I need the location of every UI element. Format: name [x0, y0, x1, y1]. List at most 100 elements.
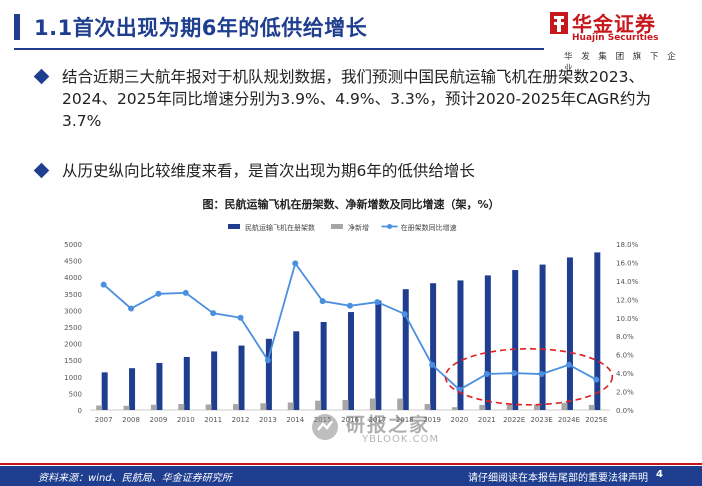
bullet-point: 结合近期三大航年报对于机队规划数据，我们预测中国民航运输飞机在册架数2023、2… — [33, 66, 676, 136]
y-tick-label-right: 10.0% — [616, 315, 639, 323]
net-add-bar — [451, 407, 458, 410]
chart-title: 图：民航运输飞机在册架数、净新增数及同比增速（架，%） — [202, 198, 500, 211]
diamond-bullet-icon — [33, 68, 50, 85]
legend-swatch — [331, 224, 343, 229]
y-tick-label-right: 8.0% — [616, 333, 634, 341]
fleet-bar — [348, 312, 354, 410]
legend-label: 净新增 — [348, 223, 369, 232]
x-tick-label: 2012 — [232, 416, 250, 424]
x-tick-label: 2007 — [95, 416, 113, 424]
y-tick-label-left: 2500 — [64, 324, 82, 332]
growth-point — [100, 281, 107, 288]
title-underline — [14, 48, 544, 50]
y-tick-label-left: 2000 — [64, 341, 82, 349]
growth-point — [565, 361, 572, 368]
watermark: 研报之家 YBLOOK.COM — [310, 410, 460, 460]
y-tick-label-left: 500 — [69, 390, 82, 398]
growth-point — [401, 311, 408, 318]
net-add-bar — [369, 398, 376, 410]
fleet-bar — [512, 270, 519, 410]
fleet-bar — [320, 322, 327, 410]
x-tick-label: 2013 — [259, 416, 277, 424]
y-tick-label-left: 4000 — [64, 274, 82, 282]
x-tick-label: 2025E — [585, 416, 607, 424]
net-add-bar — [506, 404, 513, 410]
x-tick-label: 2023E — [530, 416, 552, 424]
growth-point — [538, 371, 545, 378]
fleet-bar — [129, 368, 136, 410]
growth-point — [347, 302, 353, 309]
growth-point — [483, 371, 490, 378]
fleet-chart: 民航运输飞机在册架数 净新增 在册架数同比增速 0 500 1000 1500 2000 25… — [64, 223, 639, 424]
growth-point — [511, 370, 518, 377]
net-add-bar — [315, 400, 322, 410]
watermark-url: YBLOOK.COM — [362, 434, 440, 445]
y-tick-label-right: 16.0% — [616, 259, 639, 267]
fleet-bar — [375, 300, 382, 410]
logo-name-cn: 华金证券 — [572, 12, 656, 36]
y-tick-label-right: 14.0% — [616, 278, 639, 286]
x-tick-label: 2017 — [368, 416, 386, 424]
logo-icon — [550, 12, 568, 34]
growth-point — [237, 314, 244, 321]
watermark-text: 研报之家 — [346, 414, 431, 436]
y-tick-label-left: 1500 — [64, 357, 82, 365]
title-accent-bar — [14, 14, 20, 40]
net-add-bar — [287, 402, 294, 410]
y-tick-label-left: 0 — [78, 407, 82, 415]
net-add-bar — [561, 402, 568, 410]
x-tick-label: 2022E — [503, 416, 525, 424]
net-add-bar — [96, 405, 103, 410]
net-add-bar — [178, 404, 185, 410]
growth-point — [593, 376, 600, 383]
net-add-bar — [342, 400, 349, 410]
fleet-bar — [293, 331, 300, 410]
fleet-bar — [457, 280, 464, 410]
brand-logo: 华金证券 Huajin Securities 华 发 集 团 旗 下 企 业 — [548, 6, 688, 74]
right-axis: 0.0% 2.0% 4.0% 6.0% 8.0% 10.0% 12.0% 14.0% 16.0%… — [616, 241, 639, 415]
y-tick-label-left: 3500 — [64, 291, 82, 299]
fleet-bar — [211, 351, 218, 410]
growth-point — [319, 298, 326, 305]
watermark-icon — [312, 414, 338, 440]
x-tick-label: 2010 — [177, 416, 195, 424]
x-tick-label: 2011 — [204, 416, 222, 424]
y-tick-label-right: 6.0% — [616, 352, 634, 360]
legend-label: 民航运输飞机在册架数 — [245, 223, 315, 232]
net-add-bar — [588, 404, 595, 410]
fleet-bar — [566, 257, 573, 410]
y-tick-label-right: 18.0% — [616, 241, 639, 249]
x-tick-label: 2018 — [396, 416, 414, 424]
y-tick-label-left: 5000 — [64, 241, 82, 249]
growth-point — [155, 290, 162, 297]
fleet-bar — [156, 362, 163, 410]
logo-tagline: 华 发 集 团 旗 下 企 业 — [564, 52, 679, 74]
logo-name-en: Huajin Securities — [572, 33, 659, 43]
net-add-bar — [260, 403, 267, 410]
fleet-bar — [183, 356, 190, 410]
legend-label: 在册架数同比增速 — [401, 223, 457, 232]
net-add-bar — [479, 404, 486, 410]
x-tick-label: 2008 — [122, 416, 140, 424]
net-add-bar — [233, 404, 240, 410]
net-add-bar — [534, 404, 541, 410]
y-tick-label-right: 12.0% — [616, 296, 639, 304]
page-title: 1.1首次出现为期6年的低供给增长 — [34, 16, 368, 40]
chart-legend: 民航运输飞机在册架数 净新增 在册架数同比增速 — [228, 223, 457, 232]
fleet-bar — [101, 372, 108, 410]
net-add-bar — [397, 398, 404, 410]
bullet-point: 从历史纵向比较维度来看，是首次出现为期6年的低供给增长 — [33, 160, 676, 184]
x-tick-label: 2016 — [341, 416, 359, 424]
legend-marker — [387, 224, 393, 229]
x-tick-label: 2020 — [451, 416, 469, 424]
highlight-ellipse — [444, 348, 614, 406]
fleet-bar — [265, 338, 272, 410]
footer-bar — [0, 466, 702, 486]
y-tick-label-right: 2.0% — [616, 389, 634, 397]
growth-point — [182, 289, 189, 296]
left-axis: 0 500 1000 1500 2000 2500 3000 3500 4000 4500 5000 — [64, 241, 610, 415]
y-tick-label-right: 0.0% — [616, 407, 634, 415]
growth-point — [374, 299, 381, 306]
x-tick-label: 2014 — [286, 416, 304, 424]
bullet-text: 结合近期三大航年报对于机队规划数据，我们预测中国民航运输飞机在册架数2023、2… — [62, 68, 651, 130]
